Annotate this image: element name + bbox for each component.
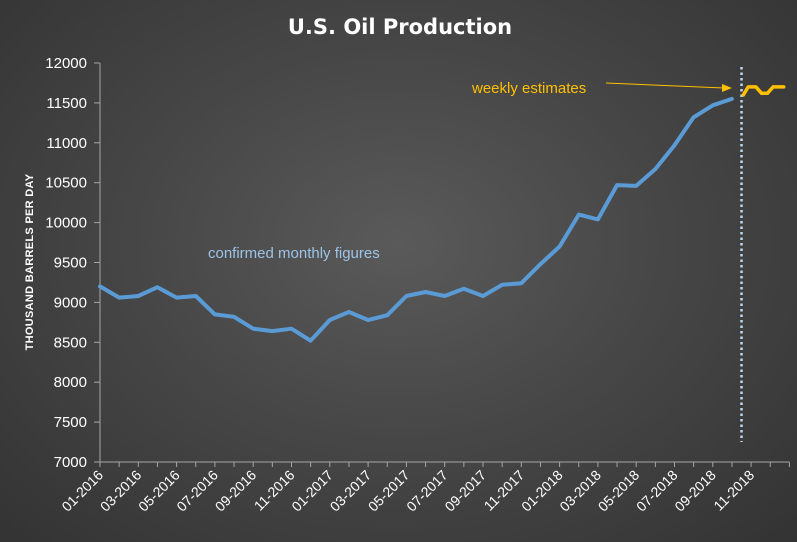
- y-tick-label: 10500: [45, 175, 87, 192]
- y-tick-label: 12000: [45, 55, 87, 72]
- x-tick-label: 07-2018: [633, 467, 681, 515]
- y-tick-label: 7500: [54, 414, 87, 431]
- series-lines: [98, 85, 786, 343]
- x-tick-label: 01-2017: [288, 467, 336, 515]
- annotations: confirmed monthly figures weekly estimat…: [208, 80, 732, 262]
- y-tick-labels: 7000 7500 8000 8500 9000 9500 10000 10500 11000 1…: [45, 55, 87, 471]
- x-tick-label: 05-2017: [365, 467, 413, 515]
- x-tick-label: 09-2018: [671, 467, 719, 515]
- y-tick-label: 11500: [46, 95, 87, 112]
- x-tick-label: 07-2017: [403, 467, 451, 515]
- y-tick-label: 9000: [54, 294, 87, 311]
- y-tick-label: 11000: [46, 135, 87, 152]
- annotation-weekly-estimates: weekly estimates: [471, 80, 586, 97]
- x-tick-label: 11-2018: [710, 467, 757, 514]
- y-tick-label: 7000: [54, 454, 87, 471]
- y-tick-label: 9500: [54, 255, 87, 272]
- y-tick-label: 10000: [45, 215, 87, 232]
- x-tick-label: 09-2017: [441, 467, 489, 515]
- annotation-arrow: [605, 82, 725, 89]
- x-tick-label: 03-2016: [97, 467, 145, 515]
- annotation-arrow-head: [722, 84, 732, 92]
- x-tick-label: 07-2016: [173, 467, 221, 515]
- x-tick-label: 01-2016: [58, 467, 106, 515]
- x-tick-label: 01-2018: [518, 467, 566, 515]
- x-tick-label: 03-2017: [327, 467, 375, 515]
- y-tick-label: 8500: [54, 334, 87, 351]
- x-tick-label: 03-2018: [556, 467, 604, 515]
- series-line-weekly: [741, 85, 786, 97]
- x-tick-label: 05-2016: [135, 467, 183, 515]
- x-tick-label: 05-2018: [595, 467, 643, 515]
- x-tick-label: 09-2016: [212, 467, 260, 515]
- axes: [94, 62, 790, 467]
- y-tick-label: 8000: [54, 374, 87, 391]
- y-axis-label: THOUSAND BARRELS PER DAY: [24, 173, 36, 350]
- annotation-confirmed-monthly: confirmed monthly figures: [208, 245, 380, 262]
- chart-title: U.S. Oil Production: [288, 15, 512, 39]
- series-line-monthly: [98, 96, 734, 343]
